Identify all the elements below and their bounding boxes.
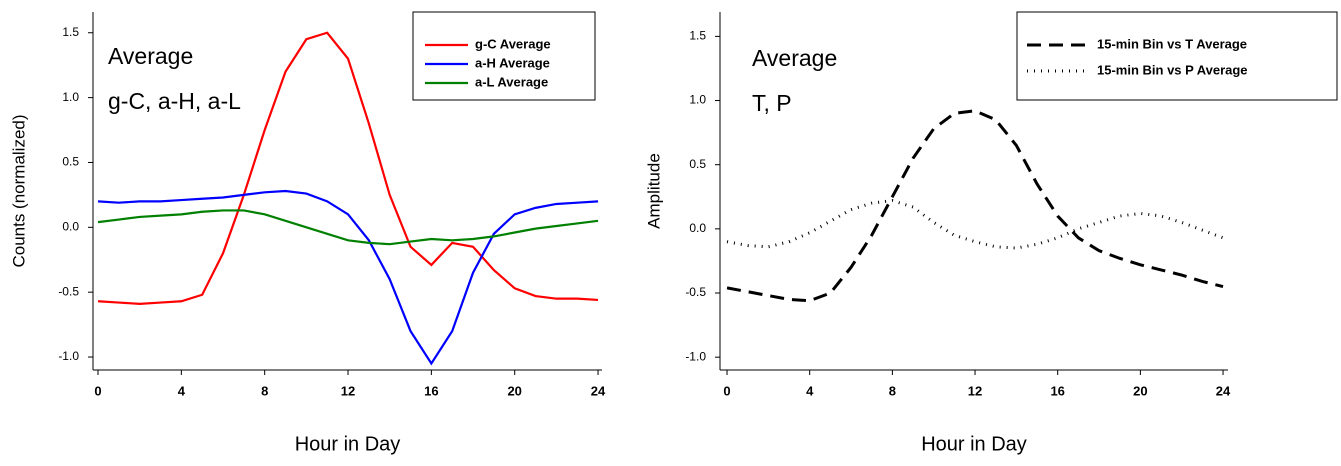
legend-label: a-L Average — [475, 74, 548, 89]
y-axis-label: Amplitude — [644, 153, 663, 229]
x-tick-label: 8 — [889, 383, 896, 398]
x-tick-label: 24 — [1216, 383, 1231, 398]
y-tick-label: 1.0 — [62, 90, 79, 104]
y-tick-label: 1.5 — [62, 25, 79, 39]
series-line — [726, 199, 1224, 250]
y-tick-label: 0.0 — [62, 219, 79, 233]
annotation: Average — [752, 45, 837, 71]
x-tick-label: 20 — [507, 383, 521, 398]
y-tick-label: 1.5 — [689, 29, 706, 43]
x-tick-label: 20 — [1133, 383, 1147, 398]
x-tick-label: 8 — [261, 383, 268, 398]
series-line — [97, 189, 599, 366]
x-tick-label: 16 — [424, 383, 438, 398]
x-tick-label: 4 — [178, 383, 186, 398]
x-tick-label: 12 — [341, 383, 355, 398]
y-tick-label: -1.0 — [58, 349, 79, 363]
annotation: g-C, a-H, a-L — [108, 88, 241, 114]
y-tick-label: 0.5 — [62, 155, 79, 169]
y-tick-label: 0.0 — [689, 221, 706, 235]
legend-label: g-C Average — [475, 36, 551, 51]
series-line — [97, 209, 599, 246]
x-tick-label: 24 — [591, 383, 606, 398]
x-axis-label: Hour in Day — [921, 433, 1027, 455]
annotation: Average — [108, 43, 193, 69]
y-tick-label: -0.5 — [58, 284, 79, 298]
series-line — [726, 109, 1224, 303]
legend-label: 15-min Bin vs P Average — [1097, 62, 1248, 77]
x-tick-label: 16 — [1050, 383, 1064, 398]
y-axis-label: Counts (normalized) — [9, 114, 28, 267]
legend-label: a-H Average — [475, 55, 550, 70]
annotation: T, P — [752, 90, 792, 116]
legend-label: 15-min Bin vs T Average — [1097, 36, 1247, 51]
x-tick-label: 0 — [94, 383, 101, 398]
y-tick-label: 0.5 — [689, 157, 706, 171]
x-axis-label: Hour in Day — [295, 433, 401, 455]
legend-box — [1016, 11, 1338, 101]
y-tick-label: -0.5 — [685, 285, 706, 299]
legend-box — [412, 11, 596, 101]
y-tick-label: 1.0 — [689, 93, 706, 107]
x-tick-label: 12 — [968, 383, 982, 398]
y-tick-label: -1.0 — [685, 349, 706, 363]
x-tick-label: 0 — [723, 383, 730, 398]
x-tick-label: 4 — [806, 383, 814, 398]
series-line — [97, 31, 599, 305]
